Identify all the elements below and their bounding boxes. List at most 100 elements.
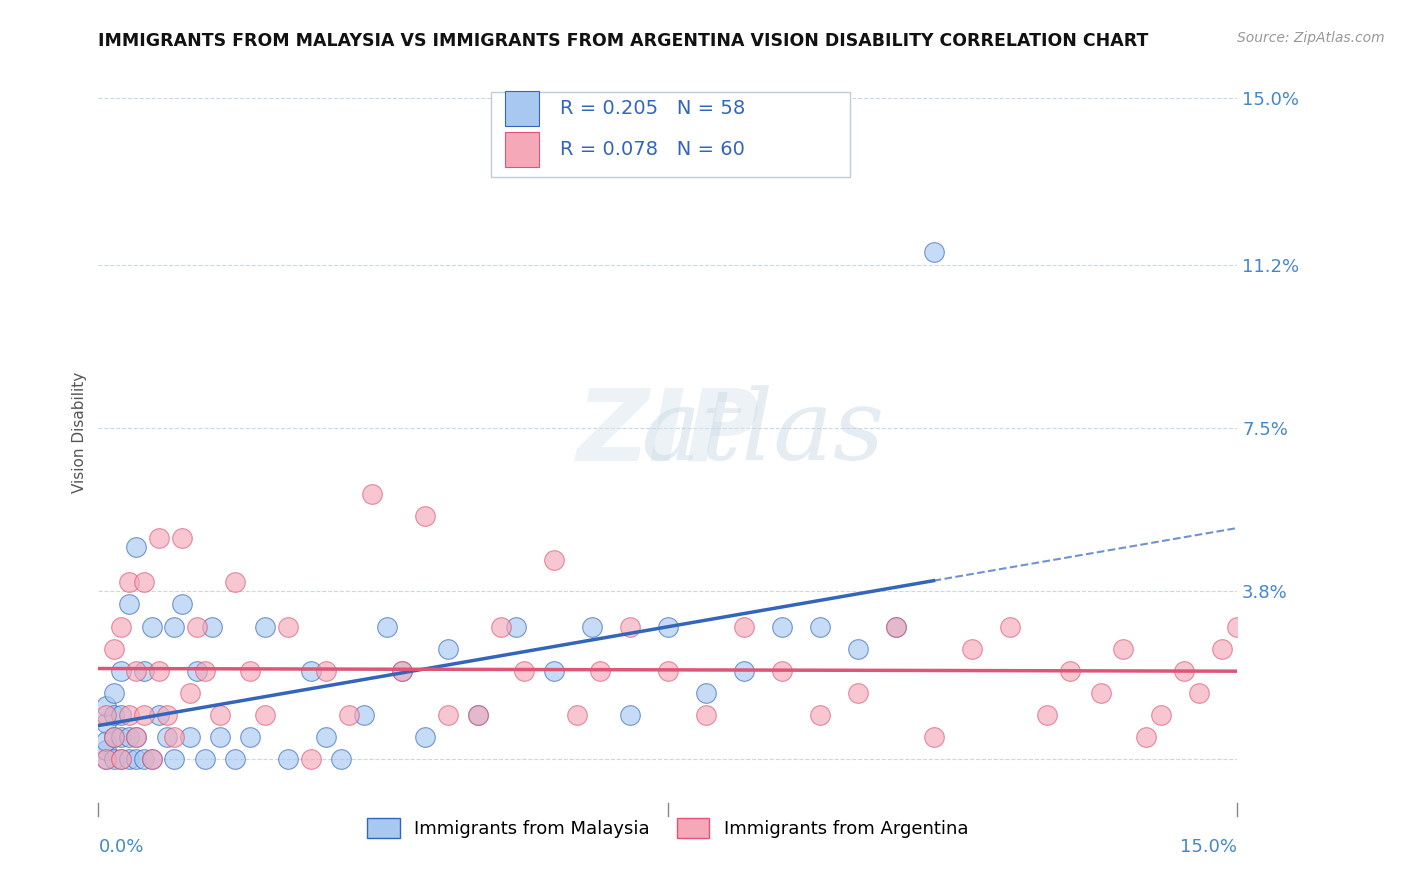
Point xyxy=(94,752,117,766)
Point xyxy=(1211,641,1233,656)
Point xyxy=(94,734,117,748)
Point xyxy=(239,730,262,744)
FancyBboxPatch shape xyxy=(505,91,538,126)
Point xyxy=(1112,641,1135,656)
Point xyxy=(808,707,831,722)
Point xyxy=(467,707,489,722)
FancyBboxPatch shape xyxy=(505,132,538,167)
Point xyxy=(132,752,155,766)
Point xyxy=(224,575,246,590)
Point xyxy=(808,619,831,633)
Point xyxy=(1188,685,1211,699)
Point xyxy=(118,707,141,722)
Point xyxy=(201,619,224,633)
Point xyxy=(148,532,170,546)
Point xyxy=(94,743,117,757)
Point xyxy=(695,685,717,699)
Point xyxy=(884,619,907,633)
Point xyxy=(103,707,125,722)
Point xyxy=(110,664,132,678)
Point xyxy=(733,619,755,633)
Point xyxy=(110,752,132,766)
Point xyxy=(299,664,322,678)
Point xyxy=(110,707,132,722)
Point xyxy=(353,707,375,722)
Point xyxy=(254,707,277,722)
Point xyxy=(132,707,155,722)
Point xyxy=(315,730,337,744)
Point xyxy=(846,685,869,699)
Point xyxy=(110,619,132,633)
Point xyxy=(413,730,436,744)
Point xyxy=(103,752,125,766)
Point xyxy=(118,752,141,766)
Point xyxy=(391,664,413,678)
Point xyxy=(103,730,125,744)
Point xyxy=(884,619,907,633)
Point xyxy=(141,619,163,633)
Point xyxy=(194,664,217,678)
Point xyxy=(254,619,277,633)
Point xyxy=(299,752,322,766)
Point xyxy=(657,664,679,678)
Text: Source: ZipAtlas.com: Source: ZipAtlas.com xyxy=(1237,31,1385,45)
Point xyxy=(163,619,186,633)
Point xyxy=(733,664,755,678)
Text: R = 0.078   N = 60: R = 0.078 N = 60 xyxy=(560,140,745,159)
Point xyxy=(156,730,179,744)
Point xyxy=(163,752,186,766)
Point xyxy=(391,664,413,678)
Text: 0.0%: 0.0% xyxy=(98,838,143,856)
Point xyxy=(103,730,125,744)
Point xyxy=(413,509,436,524)
Point xyxy=(657,619,679,633)
Point xyxy=(277,752,299,766)
Point xyxy=(436,707,458,722)
Point xyxy=(179,685,201,699)
Point xyxy=(110,730,132,744)
Point xyxy=(156,707,179,722)
Point xyxy=(922,730,945,744)
FancyBboxPatch shape xyxy=(491,92,851,178)
Point xyxy=(565,707,588,722)
Point xyxy=(125,730,148,744)
Point xyxy=(619,707,641,722)
Point xyxy=(1150,707,1173,722)
Point xyxy=(375,619,398,633)
Point xyxy=(125,540,148,554)
Point xyxy=(103,685,125,699)
Point xyxy=(543,553,565,567)
Point xyxy=(239,664,262,678)
Point xyxy=(543,664,565,678)
Point xyxy=(132,664,155,678)
Point xyxy=(315,664,337,678)
Point xyxy=(94,716,117,731)
Point xyxy=(1059,664,1081,678)
Point xyxy=(179,730,201,744)
Point xyxy=(170,532,193,546)
Point xyxy=(489,619,512,633)
Text: R = 0.205   N = 58: R = 0.205 N = 58 xyxy=(560,99,745,119)
Point xyxy=(125,752,148,766)
Point xyxy=(770,664,793,678)
Point xyxy=(770,619,793,633)
Legend: Immigrants from Malaysia, Immigrants from Argentina: Immigrants from Malaysia, Immigrants fro… xyxy=(360,810,976,846)
Point xyxy=(330,752,353,766)
Point xyxy=(922,244,945,259)
Point xyxy=(467,707,489,722)
Point xyxy=(619,619,641,633)
Point xyxy=(960,641,983,656)
Y-axis label: Vision Disability: Vision Disability xyxy=(72,372,87,493)
Point xyxy=(141,752,163,766)
Point xyxy=(132,575,155,590)
Point xyxy=(588,664,610,678)
Point xyxy=(1226,619,1249,633)
Text: 15.0%: 15.0% xyxy=(1180,838,1237,856)
Point xyxy=(512,664,534,678)
Point xyxy=(125,664,148,678)
Point xyxy=(148,707,170,722)
Point xyxy=(1036,707,1059,722)
Point xyxy=(118,730,141,744)
Point xyxy=(208,707,231,722)
Point xyxy=(103,641,125,656)
